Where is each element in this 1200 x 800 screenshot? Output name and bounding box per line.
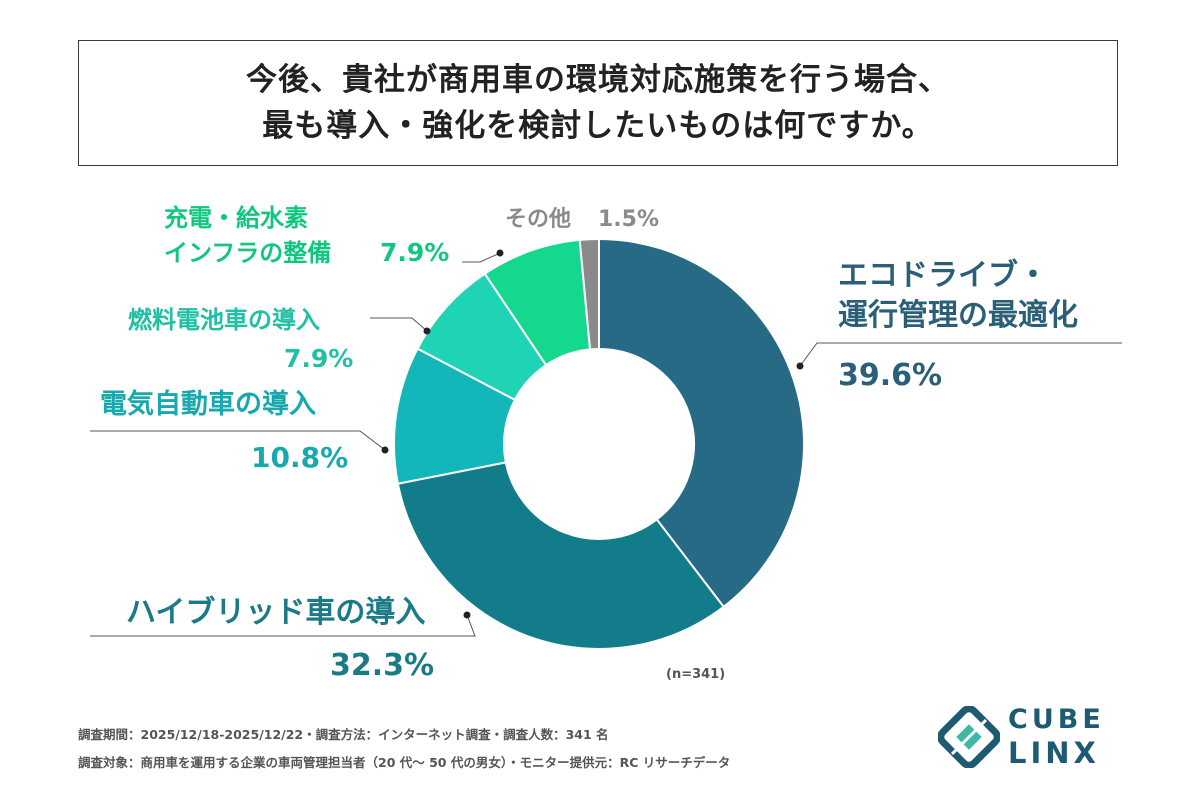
cube-linx-logo: CUBE LINX — [938, 700, 1138, 776]
slice-label-1-line-2: 運行管理の最適化 — [838, 298, 1078, 333]
slice-value-3: 10.8% — [251, 441, 348, 474]
slice-label-group-2: ハイブリッド車の導入 32.3% — [90, 595, 476, 683]
slice-value-5: 7.9% — [380, 238, 449, 267]
leader-dot-1 — [796, 362, 804, 370]
leader-line-3 — [90, 430, 386, 451]
slice-label-group-4: 燃料電池車の導入 7.9% — [128, 306, 431, 373]
slice-label-group-1: エコドライブ・運行管理の最適化 39.6% — [796, 258, 1122, 393]
slice-value-6: 1.5% — [598, 207, 659, 232]
slice-label-5-line-1: 充電・給水素 — [164, 204, 308, 232]
leader-line-2 — [90, 614, 476, 637]
cube-logo-icon — [938, 706, 1000, 768]
logo-text-cube: CUBE — [1008, 704, 1105, 735]
slice-label-5-line-2: インフラの整備 — [164, 239, 331, 267]
title-line-2: 最も導入・強化を検討したいものは何ですか。 — [262, 108, 934, 144]
donut-slice-6 — [578, 237, 600, 351]
donut-slice-2 — [396, 461, 726, 650]
slice-label-group-3: 電気自動車の導入 10.8% — [90, 388, 389, 474]
leader-line-5 — [462, 252, 501, 263]
slice-value-1: 39.6% — [838, 358, 942, 393]
survey-target-note: 調査対象：商用車を運用する企業の車両管理担当者（20 代〜 50 代の男女）・モ… — [78, 755, 731, 770]
slice-value-2: 32.3% — [330, 648, 434, 683]
leader-dot-4 — [423, 327, 431, 335]
slice-label-4-line-1: 燃料電池車の導入 — [128, 306, 320, 334]
slice-label-2-line-1: ハイブリッド車の導入 — [126, 595, 425, 630]
chart-title: 今後、貴社が商用車の環境対応施策を行う場合、 最も導入・強化を検討したいものは何… — [78, 40, 1118, 166]
survey-period-note: 調査期間：2025/12/18-2025/12/22・調査方法：インターネット調… — [78, 727, 609, 742]
slice-label-group-6: その他 1.5% — [505, 207, 659, 232]
slice-label-1-line-1: エコドライブ・ — [838, 258, 1048, 293]
slice-value-4: 7.9% — [284, 344, 353, 373]
title-line-1: 今後、貴社が商用車の環境対応施策を行う場合、 — [246, 62, 950, 98]
leader-dot-2 — [463, 611, 471, 619]
leader-line-1 — [799, 342, 1122, 367]
leader-dot-5 — [496, 249, 504, 257]
leader-dot-3 — [381, 446, 389, 454]
logo-text-linx: LINX — [1008, 736, 1100, 770]
slice-label-6-line-1: その他 — [505, 207, 571, 232]
donut-slice-1 — [598, 237, 805, 609]
sample-size-label: (n=341) — [666, 667, 725, 682]
leader-line-4 — [370, 317, 428, 332]
slice-label-3-line-1: 電気自動車の導入 — [100, 388, 316, 420]
